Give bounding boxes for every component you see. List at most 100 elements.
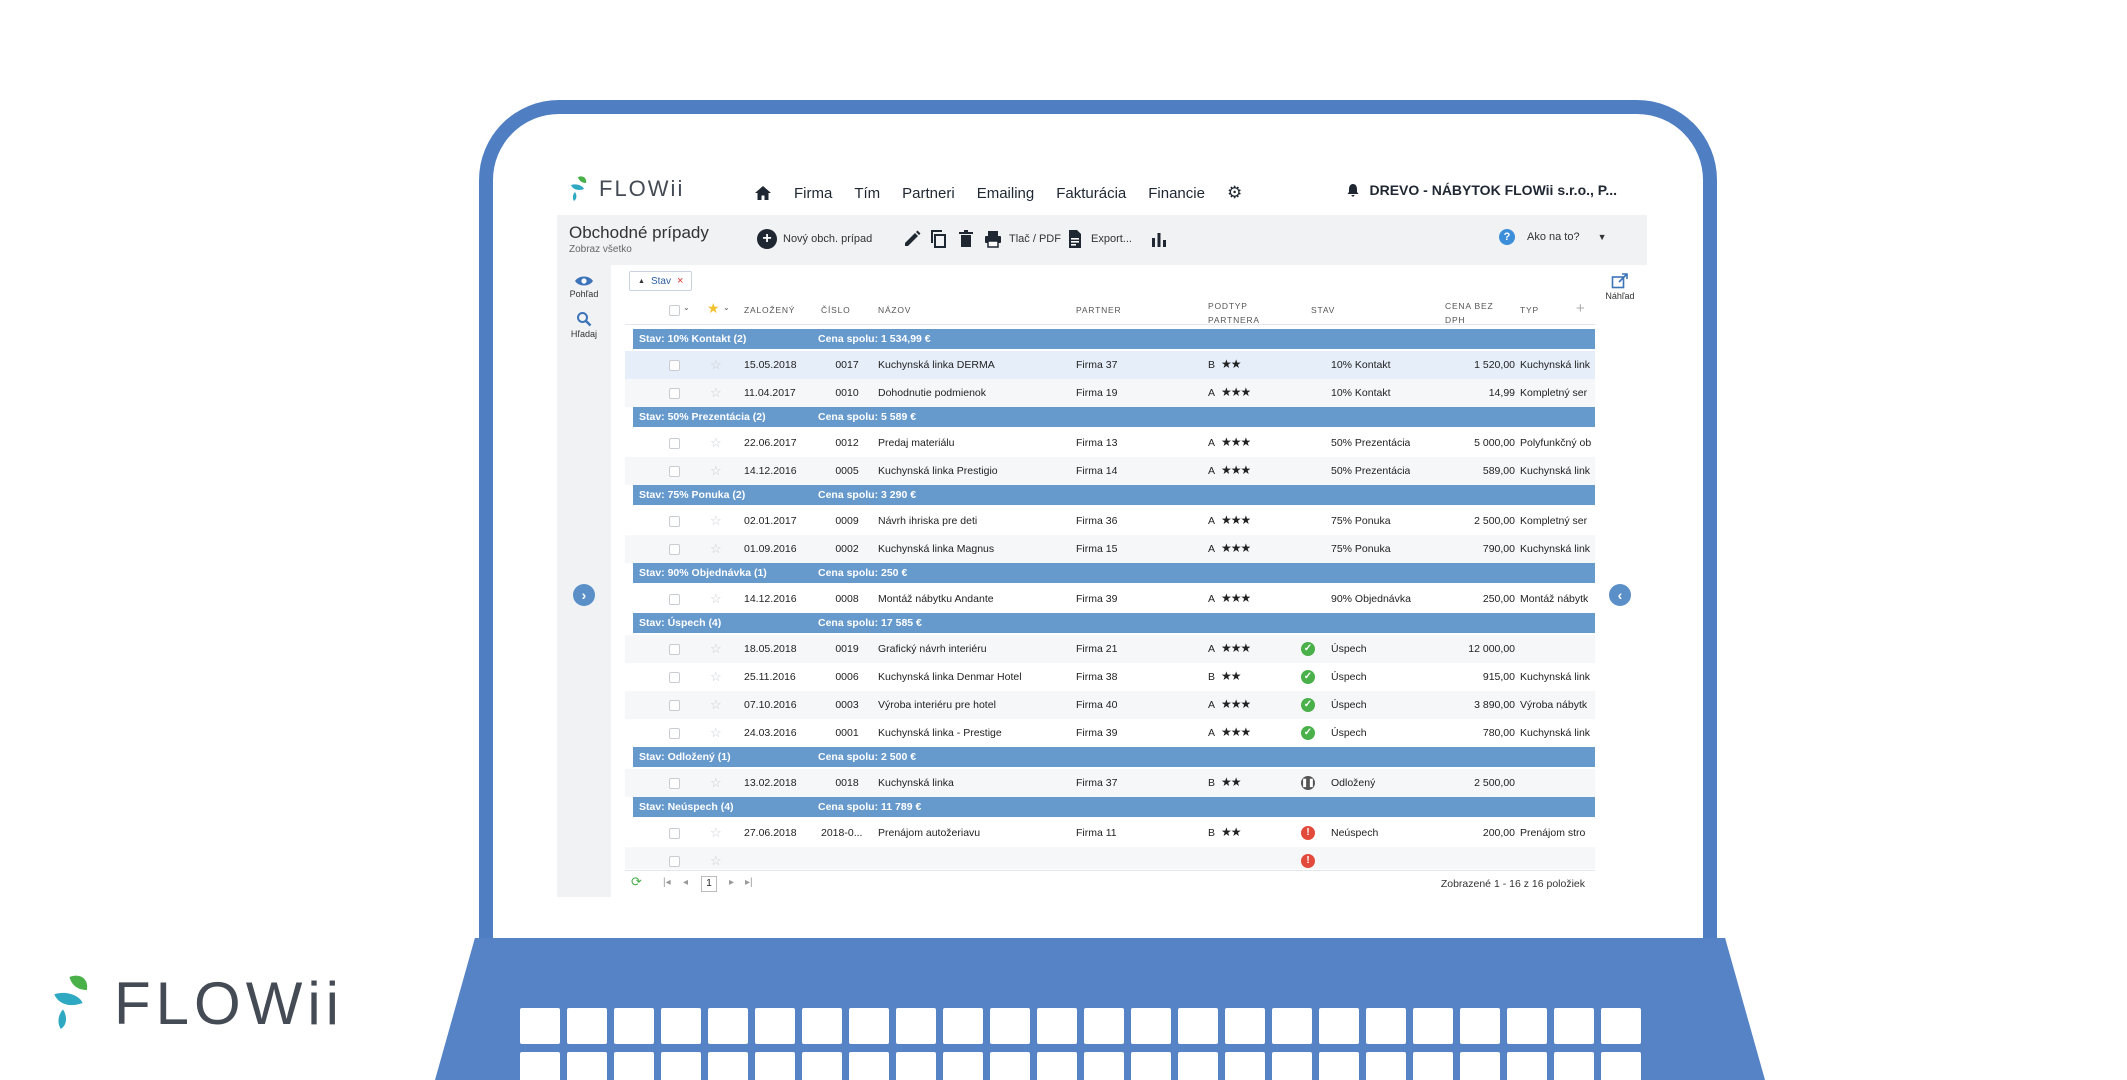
- column-status[interactable]: STAV: [1311, 305, 1336, 315]
- star-outline-icon[interactable]: ☆: [710, 435, 722, 450]
- row-checkbox[interactable]: [669, 700, 680, 711]
- new-case-button[interactable]: + Nový obch. prípad: [757, 229, 872, 249]
- star-outline-icon[interactable]: ☆: [710, 357, 722, 372]
- group-label: Stav: 75% Ponuka (2): [639, 489, 746, 501]
- home-icon[interactable]: [754, 185, 772, 201]
- group-row[interactable]: Stav: 90% Objednávka (1) Cena spolu: 250 …: [633, 563, 1595, 583]
- row-checkbox[interactable]: [669, 778, 680, 789]
- partner-grade: A: [1208, 643, 1216, 655]
- menu-item-fakturacia[interactable]: Fakturácia: [1056, 184, 1127, 202]
- view-filter-link[interactable]: Zobraz všetko: [569, 244, 632, 255]
- star-outline-icon[interactable]: ☆: [710, 513, 722, 528]
- prev-page-icon[interactable]: ◂: [683, 877, 689, 888]
- search-button[interactable]: Hľadaj: [563, 311, 605, 339]
- table-row[interactable]: ☆ 11.04.2017 0010 Dohodnutie podmienok Firma…: [625, 379, 1595, 407]
- column-name[interactable]: NÁZOV: [878, 305, 912, 315]
- group-row[interactable]: Stav: Odložený (1) Cena spolu: 2 500 €: [633, 747, 1595, 767]
- help-dropdown[interactable]: ? Ako na to? ▼: [1499, 229, 1607, 245]
- menu-item-financie[interactable]: Financie: [1148, 184, 1205, 202]
- row-checkbox[interactable]: [669, 672, 680, 683]
- table-row[interactable]: ☆ 25.11.2016 0006 Kuchynská linka Denmar Ho…: [625, 663, 1595, 691]
- delete-button[interactable]: [956, 229, 976, 249]
- favorite-star-icon[interactable]: ★: [707, 300, 720, 316]
- table-row[interactable]: ☆ 01.09.2016 0002 Kuchynská linka Magnus Fir…: [625, 535, 1595, 563]
- select-dropdown-icon[interactable]: ⌄: [683, 303, 691, 312]
- partner-grade: A: [1208, 387, 1216, 399]
- column-partner-subtype[interactable]: PODTYP PARTNERA: [1208, 299, 1260, 327]
- app-logo[interactable]: FLOWii: [569, 175, 684, 203]
- first-page-icon[interactable]: |◂: [663, 877, 671, 888]
- row-checkbox[interactable]: [669, 828, 680, 839]
- copy-button[interactable]: [929, 229, 949, 249]
- export-button[interactable]: Export...: [1065, 229, 1132, 249]
- table-row[interactable]: ☆ 13.02.2018 0018 Kuchynská linka Firma 37 B ★…: [625, 769, 1595, 797]
- row-checkbox[interactable]: [669, 438, 680, 449]
- row-checkbox[interactable]: [669, 388, 680, 399]
- column-created[interactable]: ZALOŽENÝ: [744, 305, 796, 315]
- table-row[interactable]: ☆ 15.05.2018 0017 Kuchynská linka DERMA Firm…: [625, 351, 1595, 379]
- preview-button[interactable]: Náhľad: [1599, 273, 1641, 301]
- table-row[interactable]: ☆ 14.12.2016 0005 Kuchynská linka Prestigio…: [625, 457, 1595, 485]
- star-outline-icon[interactable]: ☆: [710, 775, 722, 790]
- star-outline-icon[interactable]: ☆: [710, 669, 722, 684]
- column-number[interactable]: ČÍSLO: [821, 305, 851, 315]
- current-page[interactable]: 1: [701, 876, 717, 892]
- print-pdf-button[interactable]: Tlač / PDF: [983, 229, 1061, 249]
- column-price[interactable]: CENA BEZ DPH: [1445, 299, 1493, 327]
- refresh-icon[interactable]: ⟳: [631, 874, 642, 889]
- chart-button[interactable]: [1149, 229, 1169, 249]
- company-switcher[interactable]: DREVO - NÁBYTOK FLOWii s.r.o., P...: [1347, 182, 1617, 198]
- star-outline-icon[interactable]: ☆: [710, 541, 722, 556]
- row-checkbox[interactable]: [669, 728, 680, 739]
- table-row[interactable]: ☆ 27.06.2018 2018-0... Prenájom autožeriavu…: [625, 819, 1595, 847]
- star-dropdown-icon[interactable]: ⌄: [723, 303, 731, 312]
- row-checkbox[interactable]: [669, 360, 680, 371]
- last-page-icon[interactable]: ▸|: [745, 877, 753, 888]
- gear-icon[interactable]: ⚙: [1226, 183, 1243, 202]
- star-outline-icon[interactable]: ☆: [710, 385, 722, 400]
- case-name: Návrh ihriska pre deti: [878, 515, 978, 527]
- star-outline-icon[interactable]: ☆: [710, 825, 722, 840]
- column-partner[interactable]: PARTNER: [1076, 305, 1122, 315]
- star-outline-icon[interactable]: ☆: [710, 591, 722, 606]
- group-row[interactable]: Stav: Úspech (4) Cena spolu: 17 585 €: [633, 613, 1595, 633]
- select-all-checkbox[interactable]: [669, 305, 680, 316]
- expand-left-panel-button[interactable]: ›: [573, 584, 595, 606]
- partner-name: Firma 40: [1076, 699, 1118, 711]
- row-checkbox[interactable]: [669, 594, 680, 605]
- view-button[interactable]: Pohľad: [563, 275, 605, 299]
- row-checkbox[interactable]: [669, 544, 680, 555]
- table-row[interactable]: ☆ 24.03.2016 0001 Kuchynská linka - Prestig…: [625, 719, 1595, 747]
- row-checkbox[interactable]: [669, 856, 680, 867]
- menu-item-partneri[interactable]: Partneri: [902, 184, 955, 202]
- filter-chip-status[interactable]: ▲ Stav ×: [629, 271, 693, 291]
- table-row[interactable]: ☆ 22.06.2017 0012 Predaj materiálu Firma 13 A…: [625, 429, 1595, 457]
- expand-right-panel-button[interactable]: ‹: [1609, 584, 1631, 606]
- group-row[interactable]: Stav: 10% Kontakt (2) Cena spolu: 1 534,9…: [633, 329, 1595, 349]
- remove-filter-icon[interactable]: ×: [676, 275, 684, 287]
- next-page-icon[interactable]: ▸: [729, 877, 735, 888]
- row-checkbox[interactable]: [669, 466, 680, 477]
- edit-button[interactable]: [902, 229, 922, 249]
- bell-icon[interactable]: [1347, 183, 1359, 197]
- row-checkbox[interactable]: [669, 644, 680, 655]
- star-outline-icon[interactable]: ☆: [710, 853, 722, 868]
- menu-item-firma[interactable]: Firma: [794, 184, 833, 202]
- add-column-icon[interactable]: +: [1576, 300, 1585, 317]
- table-row[interactable]: ☆ 14.12.2016 0008 Montáž nábytku Andante Fir…: [625, 585, 1595, 613]
- table-row[interactable]: ☆ 18.05.2018 0019 Grafický návrh interiéru F…: [625, 635, 1595, 663]
- column-type[interactable]: TYP: [1520, 305, 1539, 315]
- table-row[interactable]: ☆ 02.01.2017 0009 Návrh ihriska pre deti Fir…: [625, 507, 1595, 535]
- row-checkbox[interactable]: [669, 516, 680, 527]
- table-row[interactable]: ☆!: [625, 847, 1595, 869]
- star-outline-icon[interactable]: ☆: [710, 463, 722, 478]
- table-row[interactable]: ☆ 07.10.2016 0003 Výroba interiéru pre hote…: [625, 691, 1595, 719]
- group-row[interactable]: Stav: Neúspech (4) Cena spolu: 11 789 €: [633, 797, 1595, 817]
- star-outline-icon[interactable]: ☆: [710, 725, 722, 740]
- group-row[interactable]: Stav: 50% Prezentácia (2) Cena spolu: 5 5…: [633, 407, 1595, 427]
- menu-item-emailing[interactable]: Emailing: [976, 184, 1035, 202]
- group-row[interactable]: Stav: 75% Ponuka (2) Cena spolu: 3 290 €: [633, 485, 1595, 505]
- star-outline-icon[interactable]: ☆: [710, 641, 722, 656]
- star-outline-icon[interactable]: ☆: [710, 697, 722, 712]
- menu-item-tim[interactable]: Tím: [854, 184, 881, 202]
